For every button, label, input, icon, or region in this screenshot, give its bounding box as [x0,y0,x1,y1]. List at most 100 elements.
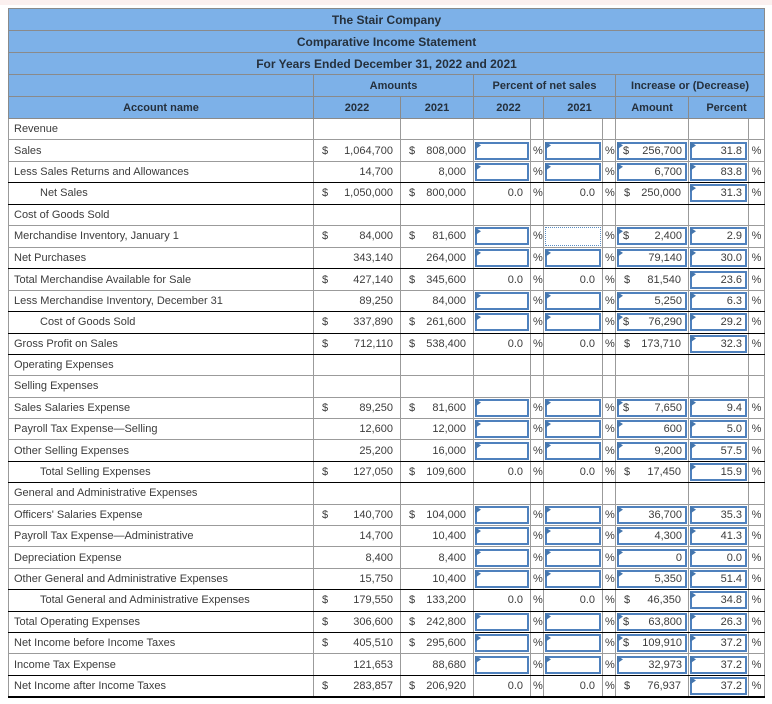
account-name-cell: Sales Salaries Expense [8,396,314,420]
percent-2022-sign [530,117,544,141]
percent-2021-input[interactable] [545,420,601,439]
increase-percent-input[interactable]: 51.4 [690,570,747,588]
increase-percent-input[interactable]: 32.3 [690,334,747,353]
percent-2022-input[interactable] [475,612,529,631]
dollar-sign: $ [409,679,416,692]
table-row: Cost of Goods Sold $337,890 $261,600%% $76,… [8,311,766,334]
increase-amount-input[interactable]: $256,700 [617,141,687,160]
group-header-row: Amounts Percent of net sales Increase or… [8,74,766,97]
percent-2021-input[interactable] [545,249,601,268]
percent-2022-input[interactable] [475,162,529,181]
percent-2021-input[interactable] [545,162,601,181]
increase-percent-input[interactable]: 37.2 [690,655,747,674]
dollar-sign: $ [623,316,630,329]
input-flag-icon [545,505,551,514]
amount-2021-cell: $345,600 [400,268,474,291]
increase-amount-input[interactable]: 4,300 [617,527,687,546]
percent-2022-input[interactable] [475,548,529,567]
percent-2021-input[interactable] [545,291,601,310]
percent-2022-input[interactable] [475,505,529,524]
percent-2021-sign: % [602,418,616,441]
percent-2022-input[interactable] [475,291,529,310]
increase-amount-input[interactable]: $109,910 [617,634,687,653]
increase-amount-input[interactable]: 32,973 [617,655,687,674]
percent-2021-input[interactable] [545,527,601,546]
increase-amount-input[interactable]: 6,700 [617,162,687,181]
increase-percent-input[interactable]: 31.8 [690,141,747,160]
increase-percent-input[interactable]: 29.2 [690,313,747,332]
amount-2022-cell: 15,750 [313,567,401,591]
percent-2022-input[interactable] [475,313,529,332]
percent-2021-input[interactable] [545,398,601,417]
dollar-sign: $ [624,594,631,607]
percent-2022-input[interactable] [475,227,529,246]
increase-percent-input[interactable]: 83.8 [690,162,747,181]
increase-percent-input[interactable]: 35.3 [690,505,747,524]
percent-2021-input[interactable] [545,634,601,653]
increase-amount-input[interactable]: $76,290 [617,313,687,332]
increase-percent-input[interactable]: 15.9 [690,463,747,482]
increase-amount-input[interactable]: 5,350 [617,570,687,588]
percent-2021-input[interactable] [545,141,601,160]
increase-percent-input[interactable]: 2.9 [690,227,747,246]
increase-amount-input[interactable]: 600 [617,420,687,439]
percent-2022-input[interactable] [475,398,529,417]
percent-2021-sign [602,117,616,141]
increase-amount-input[interactable]: 9,200 [617,441,687,460]
increase-percent-input[interactable]: 6.3 [690,291,747,310]
increase-amount-input[interactable]: $2,400 [617,227,687,246]
increase-percent-input[interactable]: 41.3 [690,527,747,546]
increase-percent-input[interactable]: 37.2 [690,676,747,695]
percent-2022-input[interactable] [475,634,529,653]
percent-2021-input[interactable] [545,313,601,332]
percent-2022-input[interactable] [475,570,529,588]
percent-2022-sign: % [530,289,544,313]
increase-percent-input[interactable]: 0.0 [690,548,747,567]
percent-2021-input[interactable] [545,570,601,588]
increase-amount-input[interactable]: 36,700 [617,505,687,524]
percent-2022-input[interactable] [475,420,529,439]
increase-percent-input[interactable]: 23.6 [690,270,747,289]
increase-percent-input[interactable]: 26.3 [690,612,747,631]
increase-percent-input[interactable]: 37.2 [690,634,747,653]
amount-2022-cell [313,375,401,398]
increase-amount-input[interactable]: 79,140 [617,249,687,268]
increase-amount-input[interactable]: 5,250 [617,291,687,310]
increase-percent-input[interactable]: 5.0 [690,420,747,439]
percent-2022-cell [473,353,531,377]
increase-percent-input[interactable]: 34.8 [690,591,747,610]
percent-2022-input[interactable] [475,249,529,268]
increase-amount-input[interactable]: $63,800 [617,612,687,631]
percent-2022-input[interactable] [475,527,529,546]
percent-2022-input[interactable] [475,441,529,460]
increase-percent-input[interactable]: 30.0 [690,249,747,268]
percent-2021-cell [543,311,603,334]
percent-2021-input[interactable] [545,441,601,460]
percent-2022-input[interactable] [475,655,529,674]
dollar-sign: $ [624,273,631,286]
percent-2021-input[interactable] [545,548,601,567]
input-flag-icon [617,570,623,578]
input-flag-icon [690,527,696,536]
increase-amount-input[interactable]: $7,650 [617,398,687,417]
percent-2021-sign: % [602,503,616,527]
percent-2021-input[interactable] [545,655,601,674]
increase-percent-sign: % [747,418,766,441]
increase-percent-cell [688,117,749,141]
table-row: Net Income before Income Taxes $405,510 $2… [8,631,766,655]
increase-percent-input[interactable]: 9.4 [690,398,747,417]
dollar-sign: $ [409,594,416,607]
input-flag-icon [475,634,481,643]
percent-2021-input[interactable] [545,505,601,524]
amount-2021-cell: 84,000 [400,289,474,313]
percent-2021-input[interactable] [545,612,601,631]
increase-percent-input[interactable]: 57.5 [690,441,747,460]
percent-2021-active-input[interactable] [545,226,601,246]
percent-2022-input[interactable] [475,141,529,160]
percent-2021-sign: % [602,674,616,698]
amount-2022-cell: $179,550 [313,589,401,612]
increase-percent-sign: % [747,589,766,612]
increase-percent-input[interactable]: 31.3 [690,184,747,203]
increase-amount-cell: 6,700 [615,160,689,184]
increase-amount-input[interactable]: 0 [617,548,687,567]
